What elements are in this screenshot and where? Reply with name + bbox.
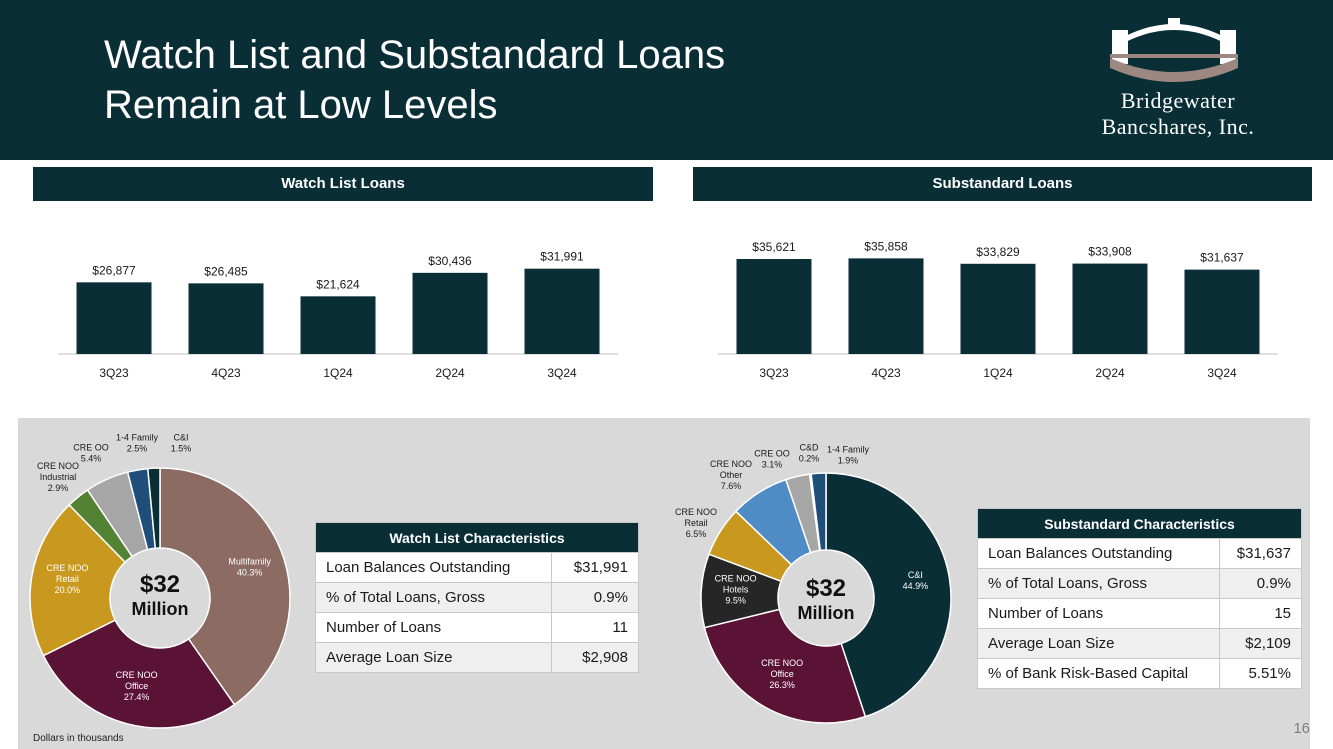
watch-list-bar bbox=[188, 283, 264, 354]
substandard-row-label: % of Bank Risk-Based Capital bbox=[977, 658, 1220, 689]
page-title-line-1: Watch List and Substandard Loans bbox=[104, 33, 726, 77]
header-banner: Watch List and Substandard Loans Remain … bbox=[0, 0, 1333, 160]
watch-pie-slice bbox=[29, 503, 127, 657]
substandard-pie-slice bbox=[810, 472, 827, 552]
substandard-value-label: $31,637 bbox=[1200, 251, 1244, 265]
substandard-row-value: 15 bbox=[1218, 598, 1303, 629]
watch-list-value-label: $30,436 bbox=[428, 254, 472, 268]
substandard-pie-slice-label: CRE OO 3.1% bbox=[754, 449, 790, 470]
substandard-characteristics-table: Substandard Characteristics Loan Balance… bbox=[977, 508, 1303, 689]
watch-pie-slice-label: Multifamily 40.3% bbox=[228, 556, 271, 577]
page-number: 16 bbox=[1293, 720, 1310, 737]
watch-pie-slice-label: CRE NOO Retail 20.0% bbox=[46, 563, 88, 595]
substandard-category-label: 1Q24 bbox=[983, 366, 1013, 380]
substandard-bar-chart: $35,621 3Q23 $35,858 4Q23 $33,829 1Q24 $33,908… bbox=[718, 239, 1278, 380]
substandard-pie-center-amount: $32 bbox=[805, 575, 847, 602]
substandard-table-title: Substandard Characteristics bbox=[977, 508, 1302, 539]
substandard-bar bbox=[736, 259, 812, 354]
substandard-pie-slice-label: CRE NOO Retail 6.5% bbox=[675, 507, 717, 539]
watch-row-value: 0.9% bbox=[551, 582, 639, 613]
watch-row-label: Average Loan Size bbox=[314, 642, 553, 673]
watch-row-label: Number of Loans bbox=[314, 612, 553, 643]
watch-table-title: Watch List Characteristics bbox=[315, 522, 639, 553]
substandard-category-label: 2Q24 bbox=[1095, 366, 1125, 380]
substandard-row-value: $2,109 bbox=[1218, 628, 1303, 659]
substandard-pie-slice bbox=[703, 608, 867, 724]
watch-pie-slice bbox=[159, 467, 291, 706]
substandard-value-label: $35,858 bbox=[864, 239, 908, 253]
company-logo: Bridgewater Bancshares, Inc. bbox=[1060, 14, 1296, 144]
substandard-row-value: 0.9% bbox=[1218, 568, 1303, 599]
substandard-category-label: 4Q23 bbox=[871, 366, 901, 380]
watch-pie-slice-label: C&I 1.5% bbox=[171, 433, 192, 454]
watch-list-bar bbox=[524, 268, 600, 354]
watch-list-value-label: $26,485 bbox=[204, 264, 248, 278]
watch-list-bar bbox=[76, 282, 152, 354]
substandard-bar bbox=[848, 258, 924, 354]
substandard-row-label: Loan Balances Outstanding bbox=[977, 538, 1220, 569]
watch-list-pie-chart: Multifamily 40.3% CRE NOO Office 27.4% CRE NO… bbox=[29, 433, 291, 729]
watch-row-value: 11 bbox=[551, 612, 639, 643]
watch-row-value: $31,991 bbox=[551, 552, 639, 583]
substandard-bar bbox=[960, 263, 1036, 354]
substandard-row-label: Number of Loans bbox=[977, 598, 1220, 629]
watch-pie-slice-label: CRE OO 5.4% bbox=[73, 443, 109, 464]
substandard-category-label: 3Q23 bbox=[759, 366, 789, 380]
logo-text-line-1: Bridgewater bbox=[1120, 88, 1236, 113]
watch-list-category-label: 3Q24 bbox=[547, 366, 577, 380]
page-title-line-2: Remain at Low Levels bbox=[104, 83, 498, 127]
logo-text-line-2: Bancshares, Inc. bbox=[1101, 114, 1255, 139]
substandard-value-label: $33,908 bbox=[1088, 245, 1132, 259]
watch-pie-center-label: $32 Million bbox=[120, 572, 200, 620]
watch-list-value-label: $21,624 bbox=[316, 277, 360, 291]
substandard-bar bbox=[1184, 269, 1260, 354]
substandard-row-label: Average Loan Size bbox=[977, 628, 1220, 659]
watch-pie-center-unit: Million bbox=[131, 599, 189, 619]
watch-row-label: Loan Balances Outstanding bbox=[314, 552, 553, 583]
watch-list-bar bbox=[300, 296, 376, 354]
substandard-value-label: $35,621 bbox=[752, 240, 796, 254]
watch-pie-slice bbox=[146, 467, 161, 550]
substandard-category-label: 3Q24 bbox=[1207, 366, 1237, 380]
substandard-pie-center-label: $32 Million bbox=[786, 576, 866, 624]
watch-list-bar bbox=[412, 272, 488, 354]
watch-list-value-label: $26,877 bbox=[92, 263, 136, 277]
substandard-pie-chart: C&I 44.9% CRE NOO Office 26.3% CRE NOO Hotels 9… bbox=[675, 443, 952, 724]
watch-pie-center-amount: $32 bbox=[139, 571, 181, 598]
units-footnote: Dollars in thousands bbox=[33, 733, 124, 744]
substandard-section-header: Substandard Loans bbox=[693, 167, 1312, 201]
substandard-pie-center-unit: Million bbox=[797, 603, 855, 623]
watch-list-characteristics-table: Watch List Characteristics Loan Balances… bbox=[314, 522, 639, 673]
watch-pie-slice-label: CRE NOO Office 27.4% bbox=[116, 670, 158, 702]
watch-list-category-label: 4Q23 bbox=[211, 366, 241, 380]
watch-list-category-label: 1Q24 bbox=[323, 366, 353, 380]
substandard-row-label: % of Total Loans, Gross bbox=[977, 568, 1220, 599]
substandard-row-value: 5.51% bbox=[1218, 658, 1303, 689]
watch-pie-slice-label: CRE NOO Industrial 2.9% bbox=[37, 461, 79, 493]
watch-list-category-label: 2Q24 bbox=[435, 366, 465, 380]
substandard-row-value: $31,637 bbox=[1218, 538, 1303, 569]
substandard-pie-slice-label: 1-4 Family 1.9% bbox=[827, 445, 870, 466]
watch-list-value-label: $31,991 bbox=[540, 250, 584, 264]
watch-list-category-label: 3Q23 bbox=[99, 366, 129, 380]
substandard-value-label: $33,829 bbox=[976, 245, 1020, 259]
substandard-pie-slice-label: CRE NOO Other 7.6% bbox=[710, 459, 752, 491]
substandard-pie-slice-label: CRE NOO Office 26.3% bbox=[761, 658, 803, 690]
substandard-pie-slice-label: C&I 44.9% bbox=[903, 570, 929, 591]
watch-pie-slice-label: 1-4 Family 2.5% bbox=[116, 433, 159, 454]
bridge-logo-icon bbox=[1110, 18, 1238, 82]
substandard-bar bbox=[1072, 263, 1148, 354]
watch-list-bar-chart: $26,877 3Q23 $26,485 4Q23 $21,624 1Q24 $30,436… bbox=[58, 250, 618, 380]
page-title: Watch List and Substandard Loans Remain … bbox=[104, 30, 725, 130]
watch-list-section-header: Watch List Loans bbox=[33, 167, 653, 201]
substandard-pie-slice-label: C&D 0.2% bbox=[799, 443, 820, 464]
watch-row-value: $2,908 bbox=[551, 642, 639, 673]
substandard-pie-slice bbox=[825, 472, 952, 718]
substandard-pie-slice-label: CRE NOO Hotels 9.5% bbox=[715, 574, 757, 606]
watch-row-label: % of Total Loans, Gross bbox=[314, 582, 553, 613]
watch-pie-slice bbox=[42, 619, 236, 729]
